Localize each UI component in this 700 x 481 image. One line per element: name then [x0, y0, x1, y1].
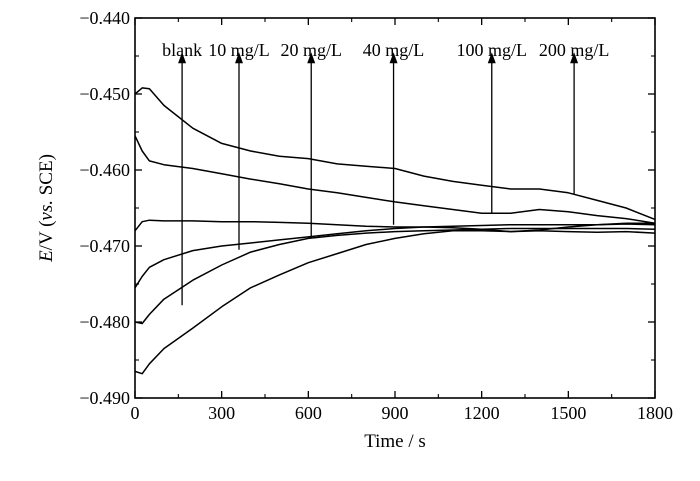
- arrow-head-1: [178, 52, 187, 64]
- legend-labels: blank 10 mg/L 20 mg/L 40 mg/L 100 mg/L 200 mg…: [162, 40, 609, 60]
- label-blank: blank: [162, 40, 202, 60]
- x-tick-label: 1500: [550, 403, 586, 423]
- y-tick-label: −0.450: [79, 84, 130, 104]
- y-axis-title-v: /V (: [36, 221, 57, 251]
- series-line-10-mg-l: [134, 227, 656, 325]
- x-axis-ticks: 0 300 600 900 1200 1500 1800: [131, 18, 673, 423]
- arrow-head-6: [570, 52, 579, 64]
- label-100-mg-l: 100 mg/L: [457, 40, 528, 60]
- label-20-mg-l: 20 mg/L: [280, 40, 342, 60]
- y-axis-title-vs: vs.: [36, 200, 57, 221]
- x-tick-label: 0: [131, 403, 140, 423]
- x-tick-label: 1800: [637, 403, 673, 423]
- series-line-100-mg-l: [134, 135, 656, 224]
- y-tick-label: −0.490: [79, 388, 130, 408]
- label-40-mg-l: 40 mg/L: [363, 40, 425, 60]
- label-200-mg-l: 200 mg/L: [539, 40, 610, 60]
- y-axis-title-sce: SCE): [36, 154, 57, 200]
- curves: [134, 87, 656, 375]
- x-tick-label: 900: [382, 403, 409, 423]
- y-tick-label: −0.460: [79, 160, 130, 180]
- y-axis-ticks: −0.440 −0.450 −0.460 −0.470 −0.480 −0.490: [79, 8, 655, 408]
- y-tick-label: −0.470: [79, 236, 130, 256]
- arrow-head-3: [307, 52, 316, 64]
- arrows: [178, 52, 579, 306]
- x-tick-label: 1200: [464, 403, 500, 423]
- series-line-blank: [134, 230, 656, 375]
- x-tick-label: 600: [295, 403, 322, 423]
- y-tick-label: −0.480: [79, 312, 130, 332]
- series-line-40-mg-l: [134, 219, 655, 233]
- label-10-mg-l: 10 mg/L: [208, 40, 270, 60]
- series-line-200-mg-l: [134, 87, 656, 221]
- series-line-20-mg-l: [134, 223, 656, 289]
- y-tick-label: −0.440: [79, 8, 130, 28]
- x-tick-label: 300: [208, 403, 235, 423]
- arrow-head-2: [235, 52, 243, 64]
- y-axis-title: E/V (vs. SCE): [36, 154, 57, 263]
- arrow-head-4: [389, 52, 398, 64]
- x-axis-title: Time / s: [364, 431, 426, 452]
- arrow-head-5: [487, 52, 496, 64]
- y-axis-title-e: E: [36, 250, 57, 263]
- plot-frame: [134, 17, 656, 399]
